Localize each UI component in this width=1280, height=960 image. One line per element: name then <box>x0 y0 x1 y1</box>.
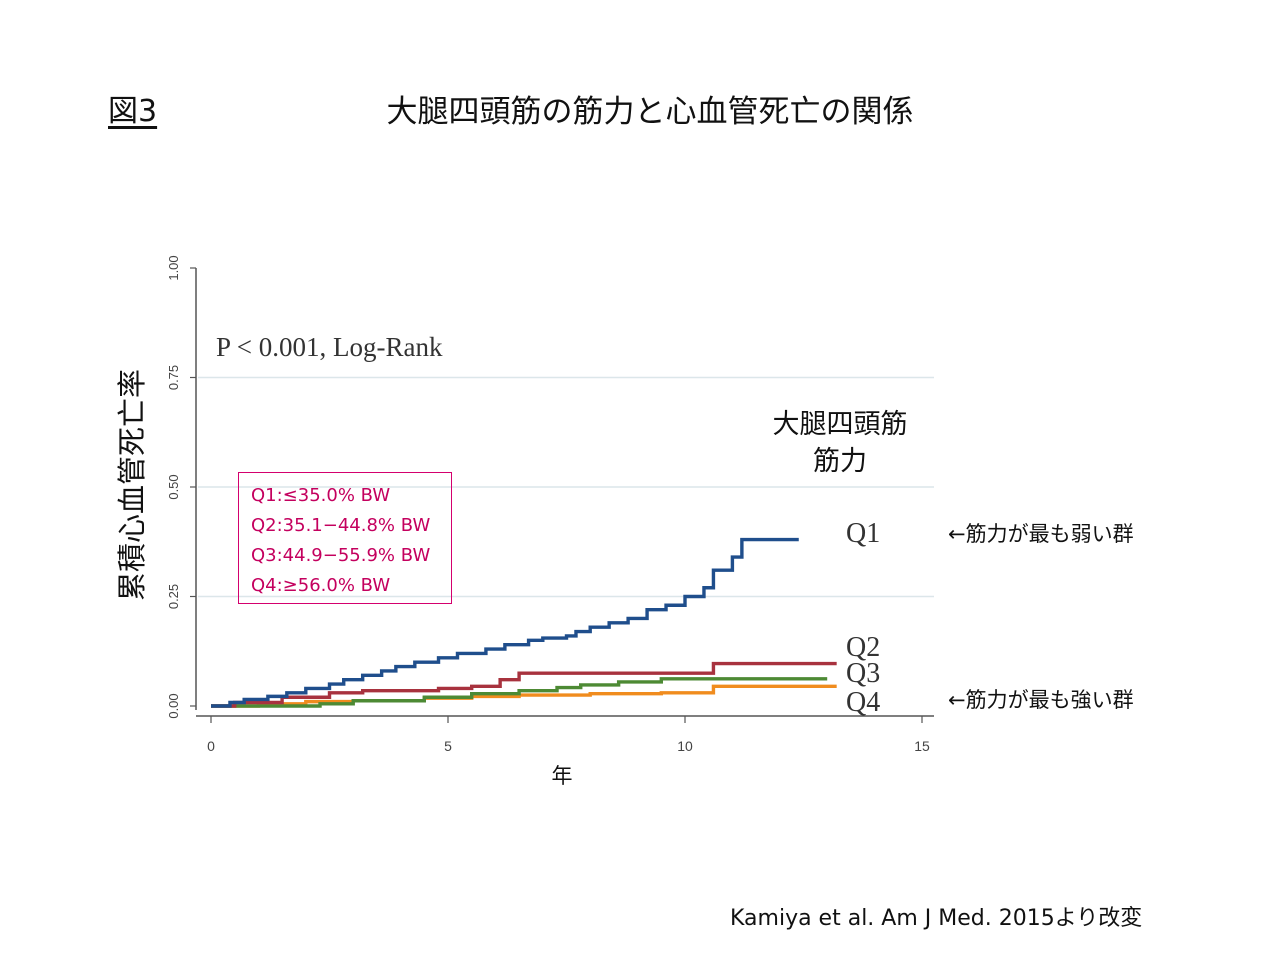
series-line-q1 <box>211 537 799 708</box>
legend-item-q2: Q2:35.1−44.8% BW <box>251 515 431 536</box>
y-ticks: 0.00 0.25 0.50 0.75 1.00 <box>166 255 196 719</box>
x-tick-label: 0 <box>207 738 215 754</box>
series-label-q2: Q2 <box>846 632 880 663</box>
y-tick-label: 0.75 <box>166 365 181 390</box>
legend-title-line2: 筋力 <box>813 446 867 477</box>
y-axis-label-wrap: 累積心血管死亡率 <box>104 360 156 610</box>
y-tick-label: 0.00 <box>166 693 181 718</box>
figure-label: 図3 <box>108 94 158 129</box>
note-weakest-group: ←筋力が最も弱い群 <box>948 522 1134 546</box>
legend-item-q3: Q3:44.9−55.9% BW <box>251 545 431 566</box>
series-label-q4: Q4 <box>846 687 880 718</box>
x-tick-label: 15 <box>914 738 930 754</box>
x-axis-label: 年 <box>551 764 573 788</box>
note-strongest-group: ←筋力が最も強い群 <box>948 688 1134 712</box>
quartile-legend-box: Q1:≤35.0% BW Q2:35.1−44.8% BW Q3:44.9−55… <box>238 472 452 604</box>
y-axis-label: 累積心血管死亡率 <box>115 368 149 602</box>
series-line-q3 <box>211 677 828 708</box>
legend-title: 大腿四頭筋 筋力 <box>740 406 940 480</box>
pvalue-annotation: P < 0.001, Log-Rank <box>216 332 443 362</box>
legend-item-q1: Q1:≤35.0% BW <box>251 485 391 506</box>
x-tick-label: 5 <box>444 738 452 754</box>
series-layer <box>211 537 837 708</box>
legend-title-line1: 大腿四頭筋 <box>772 409 908 440</box>
legend-item-q4: Q4:≥56.0% BW <box>251 575 391 596</box>
gridlines <box>198 376 934 598</box>
source-citation: Kamiya et al. Am J Med. 2015より改変 <box>730 906 1143 931</box>
series-label-q3: Q3 <box>846 658 880 689</box>
x-tick-label: 10 <box>677 738 693 754</box>
x-ticks: 0 5 10 15 <box>207 716 930 754</box>
y-tick-label: 0.50 <box>166 474 181 499</box>
y-tick-label: 1.00 <box>166 255 181 280</box>
slide-title: 大腿四頭筋の筋力と心血管死亡の関係 <box>386 94 914 130</box>
series-line-q2 <box>211 661 837 708</box>
y-tick-label: 0.25 <box>166 584 181 609</box>
series-label-q1: Q1 <box>846 518 880 549</box>
